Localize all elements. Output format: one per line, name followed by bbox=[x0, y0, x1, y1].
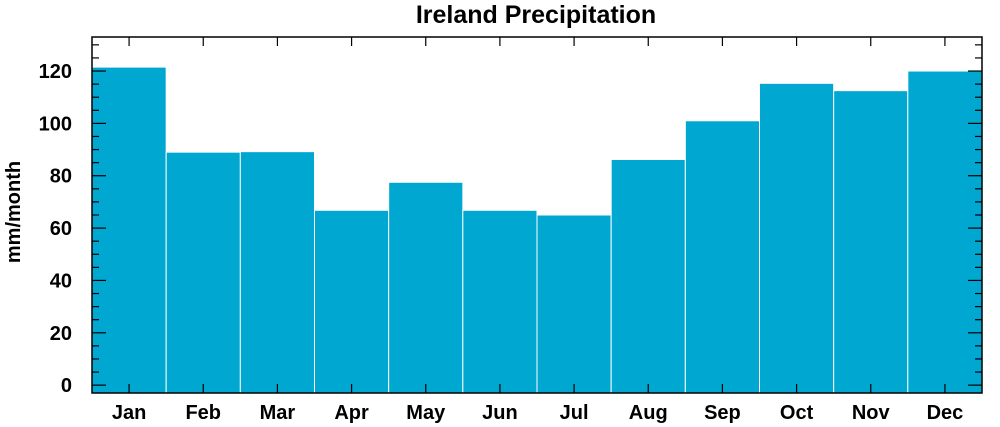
bar-may bbox=[388, 181, 464, 394]
bar-sep bbox=[684, 120, 760, 394]
y-tick-label: 0 bbox=[61, 375, 72, 397]
x-tick-label: Feb bbox=[185, 402, 221, 424]
x-tick-label: Apr bbox=[334, 402, 369, 424]
x-tick-label: Sep bbox=[704, 402, 741, 424]
x-tick-label: Oct bbox=[780, 402, 814, 424]
bar-feb bbox=[165, 151, 241, 394]
x-tick-label: Aug bbox=[629, 402, 668, 424]
plot-frame bbox=[91, 36, 983, 394]
x-tick-label: May bbox=[406, 402, 446, 424]
axis-labels: Jan Feb Mar Apr May Jun Jul Aug Sep Oct Nov Dec 0 20 4… bbox=[39, 61, 964, 424]
bar-jan bbox=[91, 66, 167, 394]
bar-oct bbox=[759, 82, 835, 394]
x-tick-label: Nov bbox=[852, 402, 891, 424]
axis-ticks bbox=[92, 37, 982, 393]
y-tick-label: 80 bbox=[50, 166, 72, 188]
y-tick-label: 40 bbox=[50, 270, 72, 292]
y-axis-label: mm/month bbox=[3, 161, 25, 263]
x-tick-label: Jun bbox=[482, 402, 518, 424]
x-tick-label: Mar bbox=[260, 402, 296, 424]
bar-dec bbox=[907, 70, 983, 394]
y-tick-label: 100 bbox=[39, 113, 72, 135]
y-tick-label: 60 bbox=[50, 218, 72, 240]
chart-title: Ireland Precipitation bbox=[416, 1, 656, 29]
x-tick-label: Dec bbox=[927, 402, 964, 424]
bar-jul bbox=[536, 214, 612, 394]
x-tick-label: Jul bbox=[560, 402, 589, 424]
x-tick-label: Jan bbox=[112, 402, 146, 424]
y-tick-label: 120 bbox=[39, 61, 72, 83]
bar-jun bbox=[462, 209, 538, 394]
bar-nov bbox=[833, 90, 909, 394]
bar-mar bbox=[239, 151, 315, 394]
y-tick-label: 20 bbox=[50, 323, 72, 345]
bars bbox=[91, 66, 983, 394]
bar-aug bbox=[610, 159, 686, 394]
bar-apr bbox=[314, 209, 390, 394]
